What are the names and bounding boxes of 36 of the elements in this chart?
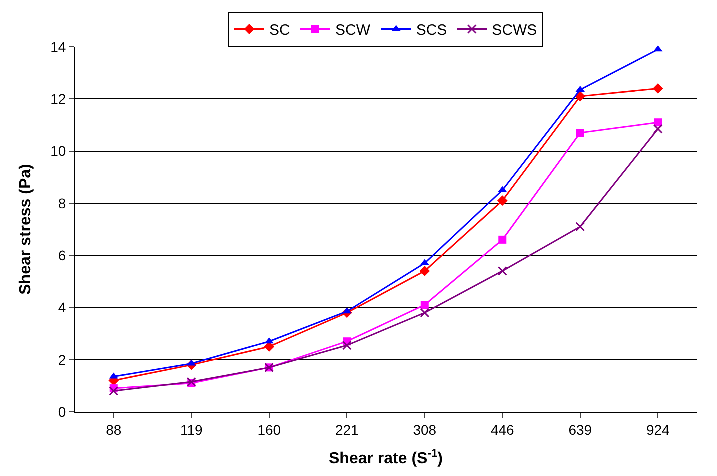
point (342, 340, 352, 350)
legend-label: SCW (336, 22, 372, 40)
point (498, 266, 508, 276)
point (576, 129, 584, 138)
y-tick-label: 0 (58, 404, 66, 420)
legend-label: SCS (416, 22, 448, 40)
x-tick-label: 924 (646, 422, 670, 438)
point (654, 118, 662, 127)
point (109, 386, 119, 396)
x-tick-label: 221 (335, 422, 360, 438)
y-tick-label: 6 (58, 247, 66, 264)
x-axis-title: Shear rate (S$^{-1}$) (329, 448, 443, 468)
y-axis-title: Shear stress (Pa) (18, 164, 35, 295)
point (497, 196, 508, 206)
legend-label: SC (270, 22, 291, 40)
point (420, 266, 430, 276)
y-tick-label: 10 (50, 143, 66, 160)
y-tick-label: 12 (50, 91, 66, 108)
point (575, 91, 586, 102)
legend-label: SCWS (492, 22, 538, 40)
x-tick-label: 119 (180, 422, 203, 438)
y-tick-label: 14 (50, 38, 66, 55)
y-tick-label: 8 (58, 195, 66, 212)
x-tick-label: 88 (106, 422, 122, 438)
point (653, 124, 663, 134)
x-tick-label: 160 (258, 422, 282, 438)
x-tick-label: 308 (413, 422, 437, 438)
y-tick-label: 2 (58, 352, 66, 368)
point (576, 222, 586, 232)
point (498, 236, 507, 244)
x-tick-label: 446 (490, 422, 515, 438)
point (420, 301, 429, 310)
y-tick-label: 4 (58, 300, 66, 316)
point (420, 308, 430, 318)
x-tick-label: 639 (568, 422, 592, 438)
point (652, 84, 664, 94)
